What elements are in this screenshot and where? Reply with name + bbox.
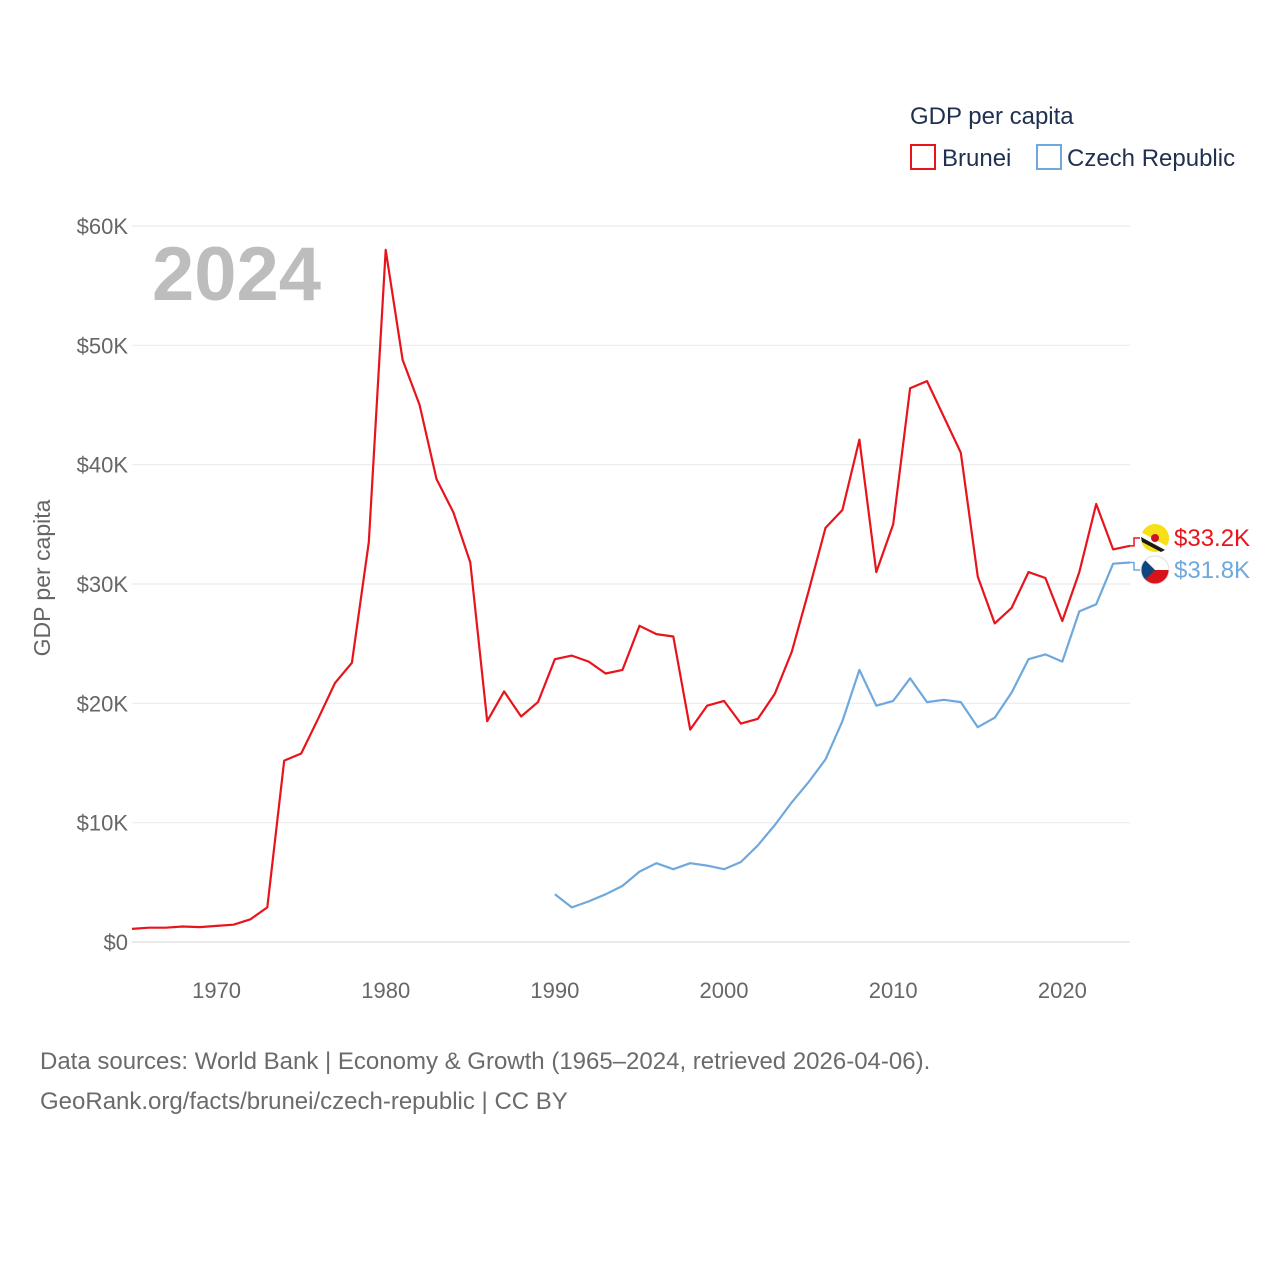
series-lines [131,248,1131,930]
y-tick-label: $0 [104,930,128,955]
czech-flag-icon [1140,555,1170,585]
legend-swatch-czech-republic [1036,144,1062,170]
series-line-czech-republic [554,561,1131,909]
legend-item-czech-republic[interactable]: Czech Republic [1036,144,1235,172]
y-tick-label: $10K [77,811,129,836]
legend-title: GDP per capita [910,103,1074,130]
source-line: Data sources: World Bank | Economy & Gro… [40,1048,931,1075]
year-watermark: 2024 [152,232,321,317]
x-tick-label: 1990 [530,978,579,1003]
y-tick-label: $20K [77,691,129,716]
x-tick-label: 2000 [700,978,749,1003]
y-axis-ticks: $0 $10K $20K $30K $40K $50K $60K [77,214,129,955]
end-label-brunei: $33.2K [1174,525,1250,552]
end-connector-czech-republic [1130,561,1140,571]
end-label-czech-republic: $31.8K [1174,557,1250,584]
x-tick-label: 1980 [361,978,410,1003]
gdp-chart: $0 $10K $20K $30K $40K $50K $60K 1970 1980 1990 2… [29,103,1250,1003]
source-url[interactable]: GeoRank.org/facts/brunei/czech-republic … [40,1088,568,1115]
legend-label-brunei: Brunei [942,145,1011,172]
y-tick-label: $60K [77,214,129,239]
end-labels: $33.2K $31.8K [1130,524,1250,585]
legend: GDP per capita Brunei Czech Republic [910,103,1235,172]
source-note: Data sources: World Bank | Economy & Gro… [40,1042,930,1122]
end-connector-brunei [1130,537,1140,547]
series-line-brunei [131,248,1131,930]
legend-item-brunei[interactable]: Brunei [910,144,1011,172]
grid-lines [132,225,1130,943]
y-axis-title: GDP per capita [29,499,55,656]
legend-swatch-brunei [910,144,936,170]
y-tick-label: $50K [77,333,129,358]
x-tick-label: 1970 [192,978,241,1003]
y-tick-label: $30K [77,572,129,597]
legend-label-czech-republic: Czech Republic [1067,145,1235,172]
x-tick-label: 2010 [869,978,918,1003]
brunei-flag-icon [1141,524,1169,552]
x-axis-ticks: 1970 1980 1990 2000 2010 2020 [192,978,1087,1003]
x-tick-label: 2020 [1038,978,1087,1003]
y-tick-label: $40K [77,453,129,478]
